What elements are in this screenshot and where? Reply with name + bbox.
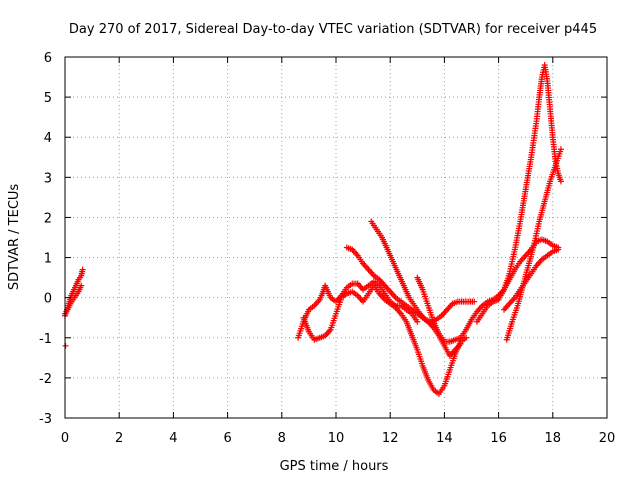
x-tick-label: 16 [490, 431, 507, 446]
x-tick-label: 20 [599, 431, 616, 446]
chart-title: Day 270 of 2017, Sidereal Day-to-day VTE… [69, 22, 597, 37]
x-tick-label: 0 [61, 431, 69, 446]
x-tick-label: 14 [436, 431, 453, 446]
y-tick-label: 1 [44, 252, 52, 267]
y-tick-label: 6 [44, 51, 52, 66]
x-tick-label: 2 [115, 431, 123, 446]
x-tick-label: 8 [278, 431, 286, 446]
y-tick-label: 4 [44, 131, 52, 146]
data-point [79, 266, 86, 273]
y-tick-label: 2 [44, 211, 52, 226]
y-axis-tick-labels: -3 -2 -1 0 1 2 3 4 5 6 [39, 51, 52, 427]
data-point [414, 318, 421, 325]
x-tick-label: 4 [169, 431, 177, 446]
x-axis-tick-labels: 0 2 4 6 8 10 12 14 16 18 20 [61, 431, 615, 446]
x-axis-title: GPS time / hours [280, 459, 389, 474]
data-point [555, 246, 562, 253]
data-point [78, 282, 85, 289]
y-axis-title: SDTVAR / TECUs [7, 184, 22, 291]
data-point [62, 342, 69, 349]
data-point [463, 334, 470, 341]
y-tick-label: -3 [39, 412, 52, 427]
data-points [62, 62, 564, 397]
data-point [471, 298, 478, 305]
data-point [457, 340, 464, 347]
x-tick-label: 6 [223, 431, 231, 446]
data-point [557, 178, 564, 185]
x-tick-label: 10 [328, 431, 345, 446]
y-tick-label: 5 [44, 91, 52, 106]
x-tick-label: 12 [382, 431, 399, 446]
axis-ticks [64, 56, 608, 419]
y-tick-label: -2 [39, 372, 52, 387]
y-tick-label: 3 [44, 171, 52, 186]
grid [65, 57, 607, 418]
x-tick-label: 18 [545, 431, 562, 446]
data-point [557, 146, 564, 153]
y-tick-label: -1 [39, 332, 52, 347]
y-tick-label: 0 [44, 292, 52, 307]
